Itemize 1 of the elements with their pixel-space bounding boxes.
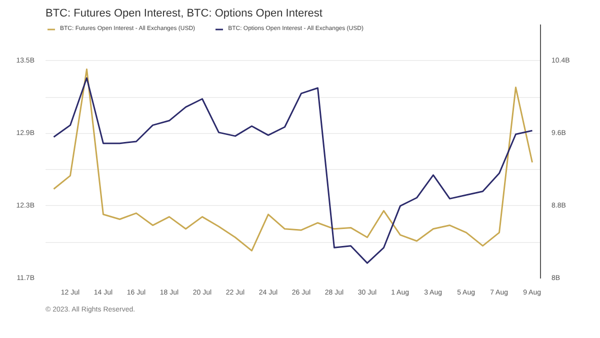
chart-title: BTC: Futures Open Interest, BTC: Options Open Interest xyxy=(46,8,322,20)
